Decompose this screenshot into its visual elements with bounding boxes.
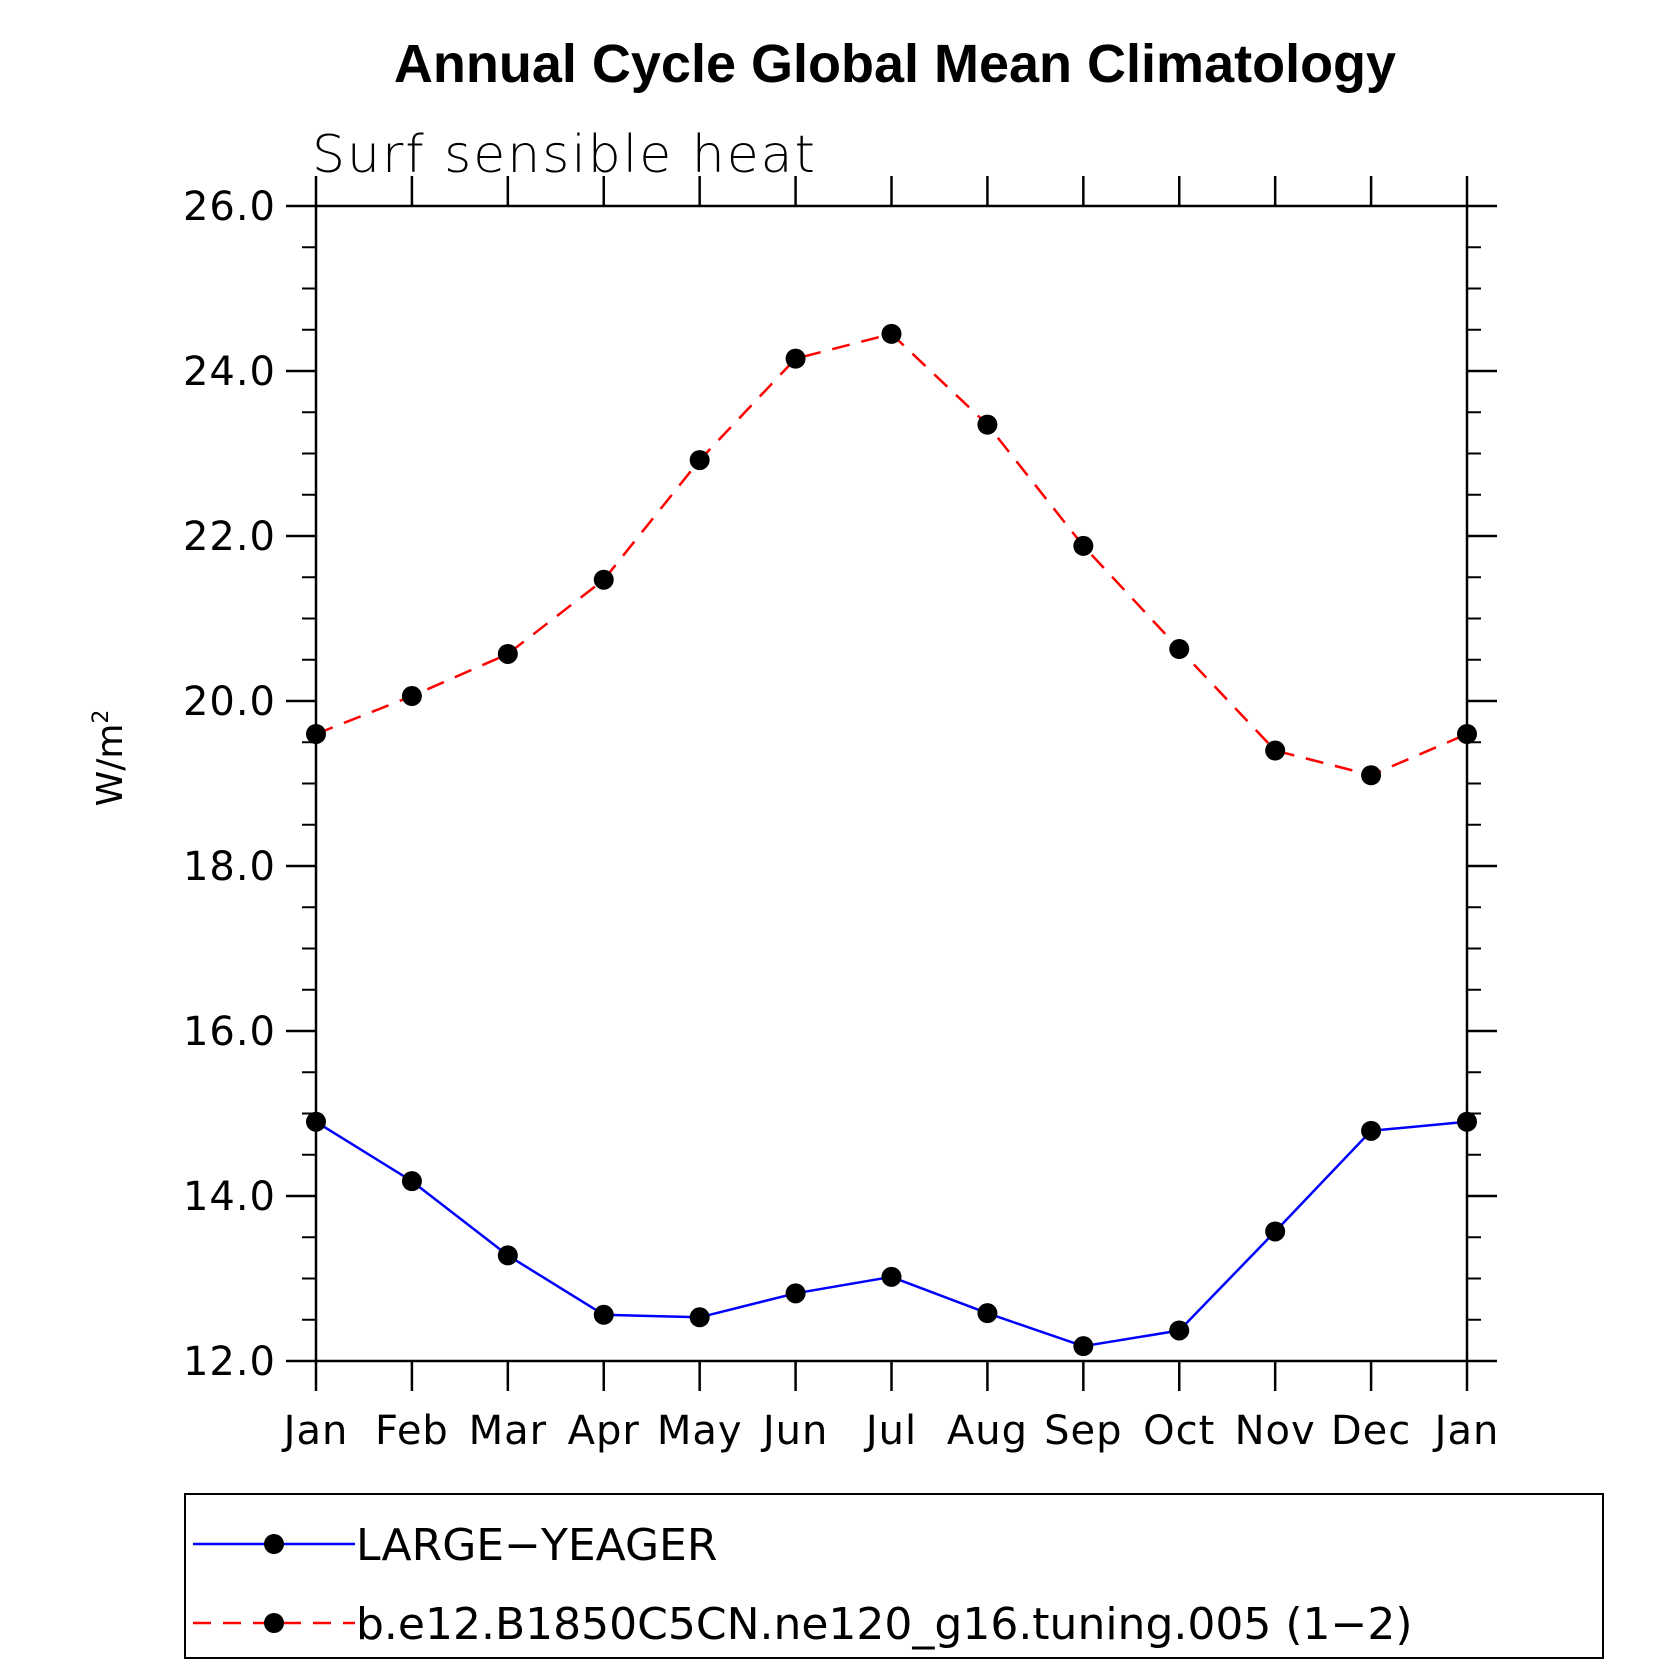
series-2-point [1457,724,1477,744]
series-2-point [689,450,710,471]
series-1-point [1457,1111,1477,1132]
series-line-1 [315,1120,1468,1348]
series-1-point [306,1111,326,1132]
legend: LARGE−YEAGER b.e12.B1850C5CN.ne120_g16.t… [184,1493,1604,1659]
series-1-point [785,1283,806,1304]
y-tick-label: 12.0 [183,1339,276,1385]
series-2-point [401,686,422,707]
plot-frame [314,204,1469,1363]
x-tick-label: Apr [568,1408,640,1454]
x-tick-label: Nov [1235,1408,1316,1454]
series-2-point [977,414,998,435]
y-tick-label: 26.0 [183,184,276,230]
y-axis-label: W/m2 [89,710,131,807]
series-1-point [1265,1221,1286,1242]
legend-label-series-2: b.e12.B1850C5CN.ne120_g16.tuning.005 (1−… [356,1599,1413,1650]
series-2-point [1073,535,1094,556]
x-tick-label: May [657,1408,743,1454]
series-2-point [593,569,614,590]
series-2-point [497,643,518,664]
series-1-point [689,1307,710,1328]
x-tick-label: Jan [281,1408,349,1454]
series-line-2 [315,332,1468,777]
series-2-point [1265,740,1286,761]
x-tick-label: Mar [469,1408,547,1454]
legend-marker-series-1 [264,1534,284,1554]
series-1-point [977,1303,998,1324]
y-tick-label: 22.0 [183,514,276,560]
series-2-point [1169,639,1190,660]
series-2-point [306,724,326,744]
legend-box [184,1493,1604,1659]
series-1-point [1361,1120,1382,1141]
series-2-point [785,348,806,369]
x-tick-label: Oct [1143,1408,1215,1454]
y-tick-label: 20.0 [183,679,276,725]
y-tick-label: 14.0 [183,1174,276,1220]
axes: 12.0 14.0 16.0 18.0 20.0 22.0 24.0 26.0 Jan Feb Ma… [183,176,1500,1454]
series-2-point [1361,765,1382,786]
x-tick-label: Dec [1331,1408,1411,1454]
series-1-point [497,1245,518,1266]
series-2-point [881,323,902,344]
plot-area [306,323,1477,1357]
chart-subtitle: Surf sensible heat [312,125,817,185]
x-tick-label: Feb [375,1408,449,1454]
x-tick-label: Jun [760,1408,829,1454]
legend-label-series-1: LARGE−YEAGER [356,1520,717,1571]
x-tick-label: Jan [1432,1408,1500,1454]
y-axis-label-unit: W/m [90,724,131,807]
legend-marker-series-2 [264,1613,284,1633]
series-1-point [401,1171,422,1192]
y-axis-label-superscript: 2 [89,710,114,724]
y-tick-label: 16.0 [183,1009,276,1055]
chart-title: Annual Cycle Global Mean Climatology [394,34,1396,94]
x-tick-label: Aug [947,1408,1028,1454]
y-tick-label: 18.0 [183,844,276,890]
y-tick-label: 24.0 [183,349,276,395]
series-1-point [593,1304,614,1325]
x-tick-label: Jul [863,1408,917,1454]
x-tick-label: Sep [1044,1408,1122,1454]
series-1-point [1073,1336,1094,1357]
series-1-point [881,1266,902,1287]
series-1-point [1169,1320,1190,1341]
